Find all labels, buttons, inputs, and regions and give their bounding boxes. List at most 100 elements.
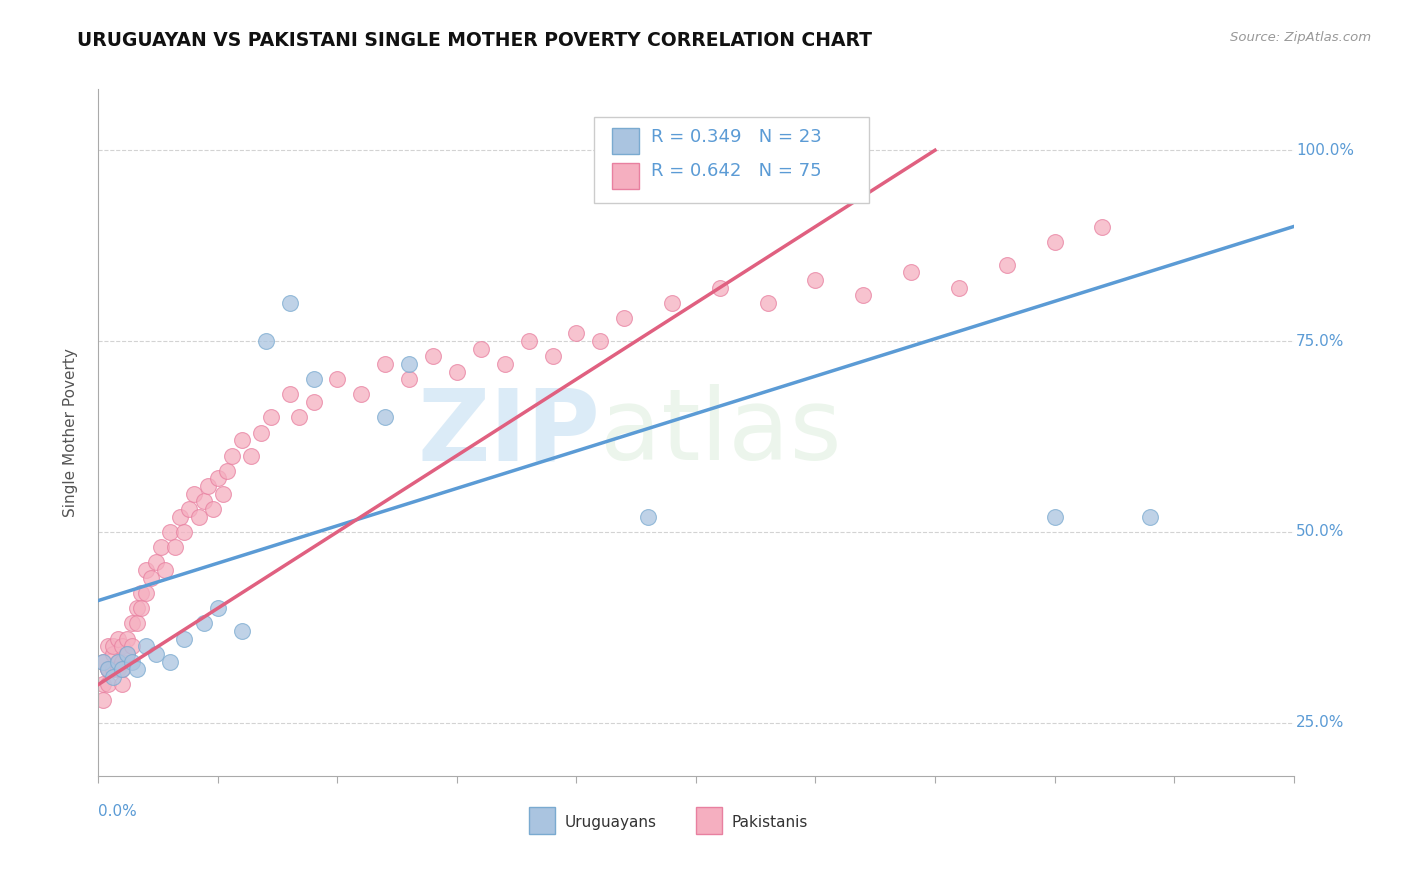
Text: Source: ZipAtlas.com: Source: ZipAtlas.com (1230, 31, 1371, 45)
Point (101, 647, 124, 661)
Point (250, 425, 273, 440)
Point (91, 655, 114, 669)
Point (900, 265, 922, 279)
FancyBboxPatch shape (529, 807, 555, 834)
Point (97, 677, 120, 691)
Point (97, 662, 120, 676)
Point (169, 509, 191, 524)
Point (125, 616, 148, 631)
Y-axis label: Single Mother Poverty: Single Mother Poverty (63, 348, 77, 517)
Point (111, 662, 134, 676)
Text: 0.0%: 0.0% (98, 804, 138, 819)
Point (374, 410, 396, 425)
Point (207, 601, 229, 615)
Point (948, 280, 970, 294)
Point (231, 434, 253, 448)
Text: Pakistanis: Pakistanis (733, 814, 808, 830)
Point (115, 632, 138, 646)
Point (541, 349, 564, 363)
Point (115, 647, 138, 661)
Point (217, 464, 239, 478)
Point (149, 540, 172, 554)
Point (1043, 235, 1066, 249)
Point (278, 387, 301, 401)
Point (350, 387, 373, 401)
Point (91, 692, 114, 706)
Point (589, 334, 612, 348)
Point (135, 563, 157, 577)
Point (207, 471, 229, 485)
Text: URUGUAYAN VS PAKISTANI SINGLE MOTHER POVERTY CORRELATION CHART: URUGUAYAN VS PAKISTANI SINGLE MOTHER POV… (77, 31, 872, 50)
FancyBboxPatch shape (595, 117, 869, 202)
Text: ZIP: ZIP (418, 384, 600, 481)
Point (159, 655, 181, 669)
Point (756, 296, 779, 310)
Point (131, 586, 153, 600)
Point (494, 357, 516, 371)
Point (661, 296, 683, 310)
Point (111, 662, 134, 676)
Point (115, 647, 138, 661)
Point (121, 640, 143, 654)
Point (278, 296, 301, 310)
Point (187, 509, 209, 524)
Point (1043, 509, 1066, 524)
Point (709, 280, 731, 294)
Point (240, 449, 263, 463)
Point (179, 502, 201, 516)
Text: atlas: atlas (600, 384, 842, 481)
Point (565, 326, 588, 341)
Point (422, 349, 444, 363)
Point (135, 586, 157, 600)
Point (202, 502, 225, 516)
Point (125, 601, 148, 615)
Point (326, 372, 349, 386)
FancyBboxPatch shape (613, 162, 638, 189)
Point (259, 410, 281, 425)
Point (517, 334, 540, 348)
Point (221, 449, 243, 463)
Point (173, 632, 195, 646)
Point (107, 655, 129, 669)
Point (91, 655, 114, 669)
Text: 75.0%: 75.0% (1296, 334, 1344, 349)
Text: 100.0%: 100.0% (1296, 143, 1354, 158)
Point (302, 395, 325, 409)
Point (101, 670, 124, 684)
Point (1091, 219, 1114, 234)
Point (1139, 509, 1161, 524)
Point (197, 479, 219, 493)
Point (139, 571, 162, 585)
Point (231, 624, 253, 638)
Point (288, 410, 311, 425)
Point (101, 662, 124, 676)
Point (211, 486, 233, 500)
Point (111, 640, 134, 654)
Point (101, 640, 124, 654)
Point (193, 494, 215, 508)
Point (111, 655, 134, 669)
FancyBboxPatch shape (613, 128, 638, 154)
Text: 50.0%: 50.0% (1296, 524, 1344, 540)
Point (135, 640, 157, 654)
Point (97, 662, 120, 676)
Text: R = 0.642   N = 75: R = 0.642 N = 75 (651, 162, 821, 180)
Point (145, 555, 167, 569)
Point (193, 616, 215, 631)
Point (163, 540, 186, 554)
Point (155, 563, 177, 577)
Point (121, 616, 143, 631)
FancyBboxPatch shape (696, 807, 723, 834)
Point (173, 524, 195, 539)
Point (398, 357, 420, 371)
Point (637, 509, 659, 524)
Point (91, 677, 114, 691)
Point (97, 640, 120, 654)
Text: Uruguayans: Uruguayans (565, 814, 657, 830)
Point (107, 632, 129, 646)
Point (852, 288, 875, 302)
Point (374, 357, 396, 371)
Point (183, 486, 205, 500)
Point (804, 273, 827, 287)
Point (398, 372, 420, 386)
